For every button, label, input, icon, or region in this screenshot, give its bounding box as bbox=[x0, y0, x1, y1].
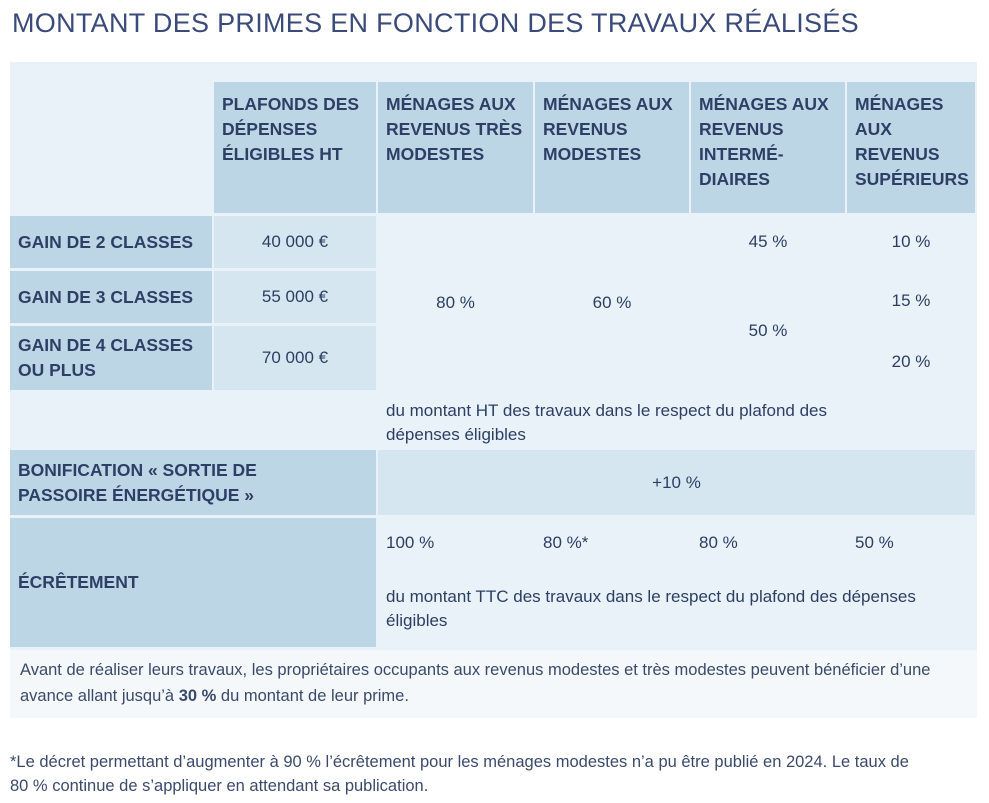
bonification-value: +10 % bbox=[378, 450, 975, 515]
plafond-value: 70 000 € bbox=[214, 326, 376, 390]
ecretement-value: 80 %* bbox=[535, 518, 689, 568]
header-superieurs: MÉNAGES AUX REVENUS SUPÉRIEURS bbox=[847, 82, 975, 213]
footnote: *Le décret permettant d’augmenter à 90 %… bbox=[10, 753, 909, 795]
rate-intermediaires-3-4: 50 % bbox=[691, 271, 845, 390]
ht-note: du montant HT des travaux dans le respec… bbox=[378, 393, 975, 447]
bonification-label: BONIFICATION « SORTIE DE PASSOIRE ÉNERGÉ… bbox=[10, 450, 376, 515]
rate-modestes: 60 % bbox=[535, 216, 689, 390]
ttc-note: du montant TTC des travaux dans le respe… bbox=[378, 571, 975, 647]
row-label: GAIN DE 4 CLASSES OU PLUS bbox=[10, 326, 212, 390]
ecretement-value: 100 % bbox=[378, 518, 533, 568]
rate-intermediaires-2: 45 % bbox=[691, 216, 845, 268]
ecretement-value: 80 % bbox=[691, 518, 845, 568]
row-label: GAIN DE 3 CLASSES bbox=[10, 271, 212, 323]
plafond-value: 40 000 € bbox=[214, 216, 376, 268]
header-plafonds: PLAFONDS DES DÉPENSES ÉLIGIBLES HT bbox=[214, 82, 376, 213]
rate-superieurs-2: 10 % bbox=[847, 216, 975, 268]
advance-text: Avant de réaliser leurs travaux, les pro… bbox=[20, 657, 960, 709]
advance-text-start: Avant de réaliser leurs travaux, les pro… bbox=[20, 661, 931, 705]
header-tres-modestes: MÉNAGES AUX REVENUS TRÈS MODESTES bbox=[378, 82, 533, 213]
ecretement-value: 50 % bbox=[847, 518, 975, 568]
header-modestes: MÉNAGES AUX REVENUS MODESTES bbox=[535, 82, 689, 213]
rate-tres-modestes: 80 % bbox=[378, 216, 533, 390]
advance-text-end: du montant de leur prime. bbox=[216, 687, 409, 705]
header-intermediaires: MÉNAGES AUX REVENUS INTERMÉ-DIAIRES bbox=[691, 82, 845, 213]
row-label: GAIN DE 2 CLASSES bbox=[10, 216, 212, 268]
rate-superieurs-3: 15 % bbox=[847, 271, 975, 330]
ecretement-label: ÉCRÊTEMENT bbox=[10, 518, 376, 647]
advance-percent: 30 % bbox=[178, 687, 217, 705]
plafond-value: 55 000 € bbox=[214, 271, 376, 323]
rate-superieurs-4: 20 % bbox=[847, 333, 975, 390]
page-title: MONTANT DES PRIMES EN FONCTION DES TRAVA… bbox=[12, 8, 859, 38]
